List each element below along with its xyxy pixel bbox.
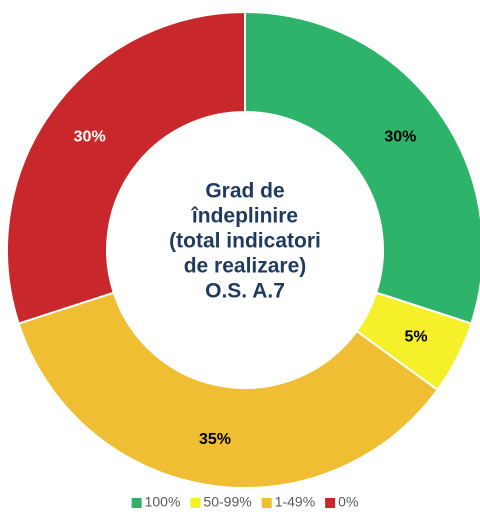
legend-label: 50-99% [203, 494, 251, 510]
value-label: 35% [199, 431, 231, 448]
donut-slice [244, 10, 480, 325]
chart-title: (total indicatori [169, 230, 321, 253]
chart-title: de realizare) [184, 255, 307, 278]
legend-label: 1-49% [275, 494, 315, 510]
legend-label: 100% [145, 494, 181, 510]
value-label: 30% [74, 128, 106, 145]
value-label: 30% [384, 128, 416, 145]
legend-swatch [261, 498, 272, 508]
legend-swatch [131, 498, 142, 508]
donut-slice [6, 10, 246, 325]
legend-swatch [325, 498, 336, 508]
legend: 100% 50-99% 1-49% 0% [131, 494, 358, 510]
chart-title: O.S. A.7 [205, 280, 285, 303]
value-label: 5% [405, 328, 428, 345]
legend-label: 0% [338, 494, 358, 510]
legend-swatch [190, 498, 201, 508]
chart-title: îndeplinire [191, 205, 298, 228]
donut-slice [17, 291, 439, 489]
chart-title: Grad de [205, 180, 284, 203]
